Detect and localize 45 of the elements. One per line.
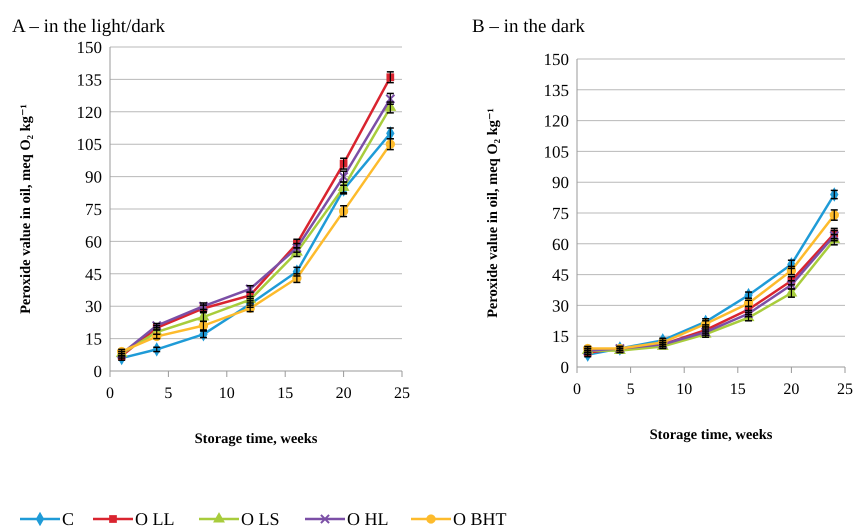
y-tick-label: 60 bbox=[85, 232, 102, 252]
chart-title: A – in the light/dark bbox=[12, 16, 166, 37]
y-tick-label: 75 bbox=[85, 200, 102, 219]
x-axis-title: Storage time, weeks bbox=[650, 427, 773, 443]
y-tick-label: 135 bbox=[76, 70, 102, 90]
legend-label: O BHT bbox=[453, 509, 507, 529]
x-tick-label: 5 bbox=[164, 385, 172, 402]
y-tick-label: 90 bbox=[85, 168, 102, 187]
y-tick-label: 30 bbox=[552, 296, 569, 316]
y-tick-label: 90 bbox=[552, 173, 569, 192]
x-tick-label: 25 bbox=[837, 381, 853, 398]
x-tick-label: 10 bbox=[676, 381, 692, 398]
y-tick-label: 0 bbox=[560, 358, 569, 377]
x-tick-label: 25 bbox=[394, 385, 410, 402]
x-tick-label: 20 bbox=[336, 385, 352, 402]
y-tick-label: 60 bbox=[552, 234, 569, 254]
x-tick-label: 5 bbox=[626, 381, 635, 398]
y-tick-label: 120 bbox=[76, 102, 102, 122]
y-tick-label: 105 bbox=[76, 135, 102, 154]
y-axis-title: Peroxide value in oil, meq O₂ kg⁻¹ bbox=[18, 104, 34, 314]
y-tick-label: 105 bbox=[544, 142, 569, 162]
legend-label: O LL bbox=[135, 509, 174, 529]
chart-title: B – in the dark bbox=[472, 16, 586, 37]
x-tick-label: 0 bbox=[106, 385, 114, 402]
x-tick-label: 15 bbox=[277, 385, 294, 402]
x-axis-title: Storage time, weeks bbox=[194, 431, 318, 447]
legend-label: O HL bbox=[347, 509, 388, 529]
y-tick-label: 150 bbox=[76, 38, 102, 57]
y-tick-label: 120 bbox=[544, 112, 569, 131]
y-tick-label: 30 bbox=[85, 297, 102, 316]
y-tick-label: 45 bbox=[552, 266, 569, 285]
x-tick-label: 20 bbox=[783, 381, 800, 398]
y-axis-title: Peroxide value in oil, meq O₂ kg⁻¹ bbox=[485, 108, 501, 318]
y-tick-label: 15 bbox=[552, 327, 569, 346]
y-tick-label: 15 bbox=[85, 330, 102, 349]
x-tick-label: 15 bbox=[730, 381, 746, 398]
y-tick-label: 135 bbox=[544, 80, 569, 100]
y-tick-label: 75 bbox=[552, 204, 569, 223]
y-tick-label: 45 bbox=[85, 264, 102, 284]
legend-label: O LS bbox=[241, 509, 280, 529]
x-tick-label: 10 bbox=[218, 385, 235, 402]
legend-label: C bbox=[62, 509, 74, 529]
x-tick-label: 0 bbox=[573, 381, 581, 398]
y-tick-label: 0 bbox=[94, 362, 102, 381]
y-tick-label: 150 bbox=[544, 50, 569, 69]
